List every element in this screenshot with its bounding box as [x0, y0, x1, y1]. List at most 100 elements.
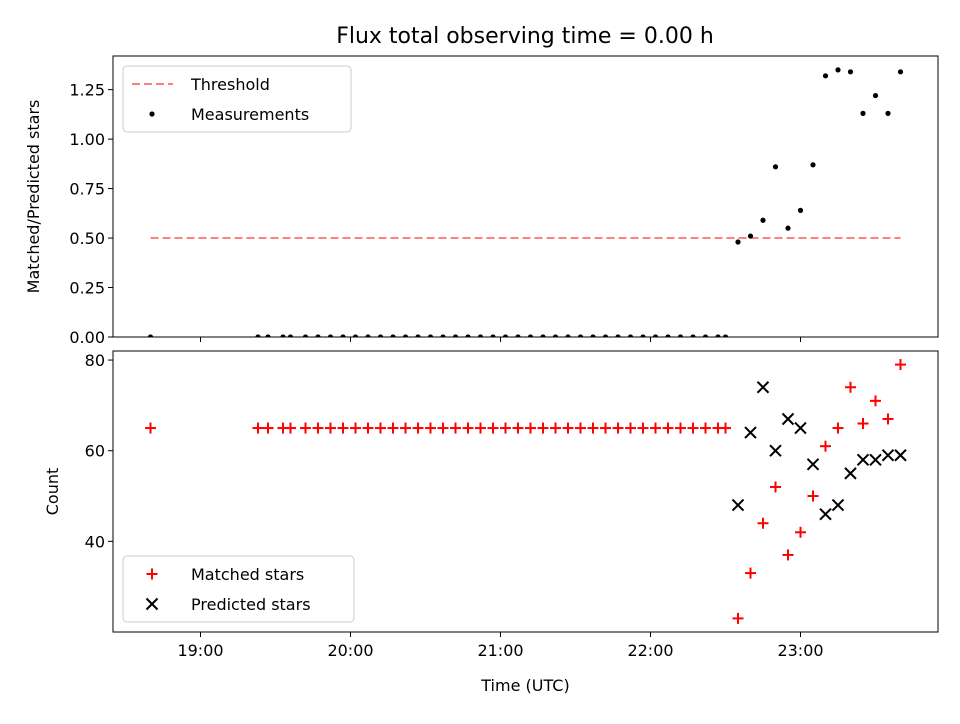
legend-marker — [146, 568, 158, 580]
data-point — [732, 612, 744, 624]
data-point — [794, 421, 807, 435]
data-point — [477, 334, 484, 337]
data-point — [781, 412, 795, 426]
y-axis-label: Matched/Predicted stars — [24, 100, 43, 294]
legend-marker — [149, 111, 155, 117]
data-point — [465, 334, 471, 337]
data-point — [769, 444, 782, 457]
data-point — [375, 422, 386, 434]
data-point — [325, 422, 336, 434]
y-tick-label: 0.00 — [69, 328, 105, 347]
data-point — [715, 334, 721, 337]
data-point — [362, 422, 374, 434]
data-point — [287, 334, 294, 337]
data-point — [527, 334, 534, 337]
data-point — [640, 334, 646, 337]
data-point-b — [894, 449, 907, 462]
data-point — [870, 395, 881, 407]
data-point — [665, 334, 671, 337]
data-point — [475, 422, 486, 434]
legend-frame — [122, 65, 352, 133]
legend: Matched stars Predicted stars — [122, 555, 355, 623]
legend-label: Matched stars — [191, 565, 304, 584]
data-point — [885, 110, 891, 116]
x-tick-label: 19:00 — [177, 641, 223, 660]
data-point — [365, 334, 371, 337]
data-point — [350, 422, 361, 434]
data-point — [412, 422, 424, 434]
data-point — [300, 422, 311, 434]
data-point-b — [781, 412, 795, 426]
y-axis-label: Count — [43, 468, 62, 516]
axes-frame — [112, 350, 939, 633]
data-point — [265, 334, 271, 337]
data-point — [625, 422, 636, 434]
data-point — [490, 334, 496, 337]
y-tick-label: 40 — [85, 532, 105, 551]
data-point — [425, 422, 436, 434]
data-point-b — [869, 453, 882, 466]
data-point — [255, 334, 261, 337]
data-point — [845, 381, 856, 393]
data-point — [440, 334, 446, 337]
data-point — [280, 334, 286, 337]
data-point — [500, 422, 511, 434]
y-tick-label: 0.75 — [69, 180, 105, 199]
data-point — [537, 422, 549, 434]
data-point — [795, 526, 806, 538]
data-point — [262, 422, 274, 434]
data-point — [400, 422, 411, 434]
data-point — [427, 334, 434, 337]
data-point — [562, 422, 574, 434]
data-point — [810, 162, 816, 168]
y-tick-label: 0.50 — [69, 229, 105, 248]
data-point — [565, 334, 571, 337]
data-point — [720, 422, 731, 434]
data-point — [735, 239, 741, 245]
data-point — [760, 217, 766, 223]
legend: Threshold Measurements — [122, 65, 352, 133]
data-point — [782, 549, 794, 561]
data-point — [797, 207, 804, 213]
data-point — [637, 422, 649, 434]
data-point — [387, 422, 399, 434]
data-point — [515, 334, 521, 337]
data-point — [857, 418, 869, 430]
legend-marker-b — [145, 597, 159, 611]
data-point — [895, 359, 906, 371]
series-measurements — [147, 67, 904, 337]
data-point — [785, 225, 791, 231]
plot-area — [145, 359, 907, 624]
data-point — [575, 422, 586, 434]
data-point-b — [819, 507, 832, 521]
data-point — [312, 422, 324, 434]
data-point — [540, 334, 546, 337]
axes-frame — [112, 55, 939, 338]
data-point — [662, 422, 674, 434]
data-point — [847, 69, 854, 75]
data-point — [315, 334, 321, 337]
data-point — [450, 422, 461, 434]
data-point — [820, 440, 831, 452]
y-tick-label: 1.25 — [69, 81, 105, 100]
data-point — [700, 422, 711, 434]
data-point — [145, 422, 156, 434]
figure-title: Flux total observing time = 0.00 h — [336, 24, 714, 49]
data-point — [772, 164, 779, 170]
x-tick-label: 21:00 — [477, 641, 523, 660]
data-point — [897, 69, 904, 75]
data-point — [745, 567, 756, 579]
data-point — [147, 334, 154, 337]
data-point — [831, 498, 845, 512]
legend-frame — [122, 555, 355, 623]
data-point — [512, 422, 524, 434]
data-point — [590, 334, 596, 337]
data-point — [856, 453, 870, 466]
plot-area — [147, 67, 904, 337]
data-point — [835, 67, 841, 73]
data-point-b — [844, 467, 857, 480]
data-point — [612, 422, 624, 434]
data-point — [352, 334, 359, 337]
y-tick-label: 80 — [85, 351, 105, 370]
data-point — [650, 422, 661, 434]
